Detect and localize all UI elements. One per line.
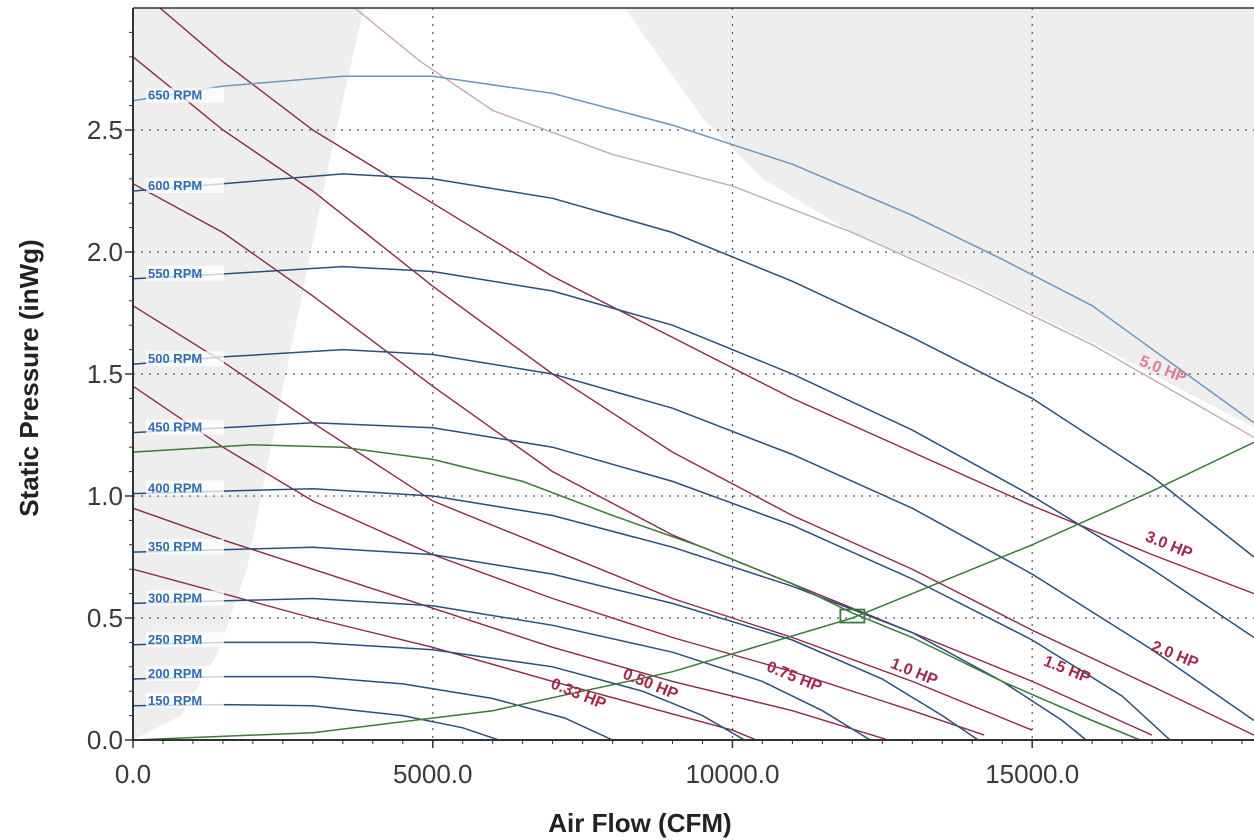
x-tick-label: 0.0 <box>115 759 151 789</box>
y-axis-title: Static Pressure (inWg) <box>14 239 44 516</box>
hp-curve-3-0-hp <box>159 8 1254 595</box>
operating-point-layer <box>839 608 866 624</box>
shaded-region-2 <box>624 8 1254 428</box>
rpm-label-background <box>146 351 224 367</box>
rpm-label-450-rpm: 450 RPM <box>148 420 202 435</box>
axis-ticks: 0.0 5000.0 10000.0 15000.0 0.0 0.5 1.0 1.5 2.0 2.… <box>87 31 1243 789</box>
rpm-label-500-rpm: 500 RPM <box>148 351 202 366</box>
rpm-label-300-rpm: 300 RPM <box>148 590 202 605</box>
system-curve-2 <box>133 441 1254 740</box>
rpm-label-background <box>146 178 224 193</box>
hp-curve-0-75-hp <box>133 385 985 736</box>
rpm-label-background <box>146 590 224 606</box>
rpm-label-250-rpm: 250 RPM <box>148 632 202 647</box>
x-tick-label: 10000.0 <box>685 759 779 789</box>
y-tick-label: 0.0 <box>87 725 123 755</box>
rpm-label-background <box>146 631 224 647</box>
hp-label-3-0-hp: 3.0 HP <box>1143 528 1195 562</box>
y-tick-label: 0.5 <box>87 603 123 633</box>
rpm-label-background <box>146 480 224 496</box>
rpm-curve-600-rpm <box>133 173 1254 558</box>
hp-curve-0-33-hp <box>133 568 757 740</box>
y-tick-label: 2.0 <box>87 237 123 267</box>
horsepower-curves <box>133 8 1254 740</box>
operating-point-marker <box>839 608 866 624</box>
rpm-curve-500-rpm <box>133 348 1254 722</box>
hp-curve-0-50-hp <box>133 507 889 740</box>
rpm-label-background <box>146 87 224 103</box>
rpm-label-400-rpm: 400 RPM <box>148 481 202 496</box>
x-tick-label: 5000.0 <box>393 759 473 789</box>
y-tick-label: 1.5 <box>87 359 123 389</box>
rpm-label-600-rpm: 600 RPM <box>148 178 202 193</box>
hp-label-1-5-hp: 1.5 HP <box>1041 653 1093 687</box>
system-curves <box>133 441 1254 740</box>
rpm-curve-200-rpm <box>133 675 613 740</box>
hp-curve-1-0-hp <box>133 305 1033 731</box>
rpm-label-200-rpm: 200 RPM <box>148 666 202 681</box>
shaded-region-1 <box>133 8 364 740</box>
rpm-curve-650-rpm <box>133 75 1254 424</box>
rpm-label-background <box>146 539 224 555</box>
hp-label-2-0-hp: 2.0 HP <box>1149 638 1201 672</box>
rpm-curve-550-rpm <box>133 265 1254 639</box>
rpm-label-background <box>146 692 224 708</box>
rpm-curve-400-rpm <box>133 487 1087 740</box>
x-tick-label: 15000.0 <box>985 759 1079 789</box>
rpm-label-background <box>146 666 224 681</box>
rpm-curve-350-rpm <box>133 546 979 740</box>
hp-label-0-33-hp: 0.33 HP <box>548 676 608 714</box>
rpm-label-650-rpm: 650 RPM <box>148 88 202 103</box>
rpm-curve-300-rpm <box>133 597 871 740</box>
rpm-label-background <box>146 419 224 435</box>
system-curve-1 <box>133 444 1141 740</box>
hp-curve-1-5-hp <box>133 183 1153 736</box>
rpm-curve-150-rpm <box>133 703 499 740</box>
hp-label-0-75-hp: 0.75 HP <box>764 659 824 697</box>
x-axis-title: Air Flow (CFM) <box>548 808 731 838</box>
rpm-label-150-rpm: 150 RPM <box>148 693 202 708</box>
rpm-label-550-rpm: 550 RPM <box>148 266 202 281</box>
y-tick-label: 1.0 <box>87 481 123 511</box>
hp-curve-2-0-hp <box>133 56 1254 736</box>
hp-label-1-0-hp: 1.0 HP <box>888 655 940 689</box>
rpm-curve-450-rpm <box>133 422 1171 740</box>
rpm-label-350-rpm: 350 RPM <box>148 539 202 554</box>
y-tick-label: 2.5 <box>87 115 123 145</box>
rpm-label-background <box>146 265 224 281</box>
rpm-curve-250-rpm <box>133 641 745 740</box>
